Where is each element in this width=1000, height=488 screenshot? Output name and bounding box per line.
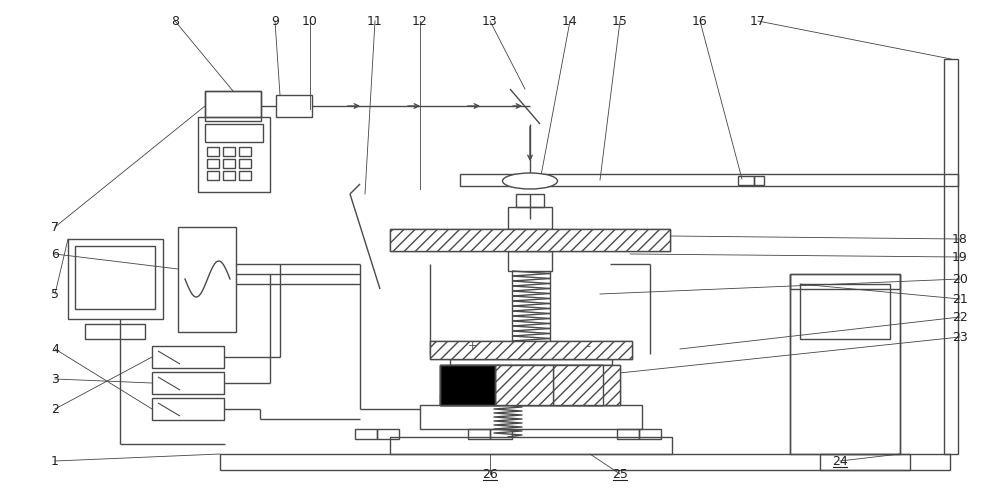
Text: 15: 15 bbox=[612, 16, 628, 28]
Bar bbox=[508, 207, 552, 229]
Text: 7: 7 bbox=[51, 221, 59, 234]
Bar bbox=[738, 177, 754, 185]
Bar bbox=[440, 365, 620, 405]
Bar bbox=[944, 60, 958, 454]
Bar bbox=[223, 172, 235, 181]
Bar bbox=[239, 160, 251, 169]
Text: 9: 9 bbox=[271, 16, 279, 28]
Bar bbox=[355, 429, 377, 439]
Bar bbox=[205, 125, 263, 142]
Bar bbox=[490, 429, 512, 439]
Bar bbox=[276, 96, 312, 118]
Text: 6: 6 bbox=[51, 248, 59, 261]
Text: 10: 10 bbox=[302, 16, 318, 28]
Bar bbox=[220, 454, 950, 470]
Bar bbox=[239, 148, 251, 157]
Bar bbox=[85, 325, 145, 339]
Bar bbox=[75, 246, 155, 309]
Text: 24: 24 bbox=[832, 454, 848, 468]
Bar bbox=[68, 240, 163, 319]
Text: 19: 19 bbox=[952, 251, 968, 264]
Bar bbox=[617, 429, 639, 439]
Text: 3: 3 bbox=[51, 373, 59, 386]
Text: 2: 2 bbox=[51, 403, 59, 416]
Bar bbox=[152, 372, 224, 394]
Bar bbox=[553, 365, 603, 405]
Bar bbox=[440, 365, 495, 405]
Bar bbox=[800, 285, 890, 339]
Text: 20: 20 bbox=[952, 273, 968, 286]
Bar bbox=[790, 274, 900, 454]
Bar bbox=[390, 229, 670, 251]
Bar bbox=[377, 429, 399, 439]
Bar bbox=[205, 92, 261, 122]
Bar bbox=[223, 160, 235, 169]
Bar bbox=[450, 359, 612, 365]
Ellipse shape bbox=[503, 174, 558, 190]
Text: 5: 5 bbox=[51, 288, 59, 301]
Bar bbox=[508, 251, 552, 271]
Text: 21: 21 bbox=[952, 293, 968, 306]
Bar bbox=[440, 365, 620, 405]
Text: 26: 26 bbox=[482, 468, 498, 481]
Text: 12: 12 bbox=[412, 16, 428, 28]
Text: 13: 13 bbox=[482, 16, 498, 28]
Bar bbox=[205, 92, 261, 118]
Text: 23: 23 bbox=[952, 331, 968, 344]
Bar bbox=[239, 172, 251, 181]
Bar bbox=[790, 274, 900, 289]
Bar bbox=[553, 365, 603, 405]
Text: 11: 11 bbox=[367, 16, 383, 28]
Bar bbox=[820, 454, 910, 470]
Bar bbox=[430, 341, 632, 359]
Bar bbox=[207, 148, 219, 157]
Text: 17: 17 bbox=[750, 16, 766, 28]
Bar bbox=[460, 175, 958, 186]
Text: -: - bbox=[586, 340, 590, 350]
Bar bbox=[420, 405, 642, 429]
Text: +: + bbox=[467, 340, 477, 350]
Bar bbox=[440, 365, 495, 405]
Text: 8: 8 bbox=[171, 16, 179, 28]
Bar bbox=[390, 229, 670, 251]
Bar bbox=[207, 172, 219, 181]
Text: 25: 25 bbox=[612, 468, 628, 481]
Text: 4: 4 bbox=[51, 343, 59, 356]
Bar bbox=[430, 341, 632, 359]
Bar bbox=[152, 398, 224, 420]
Text: 14: 14 bbox=[562, 16, 578, 28]
Bar bbox=[223, 148, 235, 157]
Text: 18: 18 bbox=[952, 233, 968, 246]
Text: 1: 1 bbox=[51, 454, 59, 468]
Bar bbox=[556, 393, 616, 405]
Bar bbox=[468, 429, 490, 439]
Bar bbox=[754, 177, 764, 185]
Text: 16: 16 bbox=[692, 16, 708, 28]
Bar bbox=[440, 393, 500, 405]
Text: 22: 22 bbox=[952, 311, 968, 324]
Bar bbox=[207, 160, 219, 169]
Bar bbox=[639, 429, 661, 439]
Bar bbox=[178, 227, 236, 332]
Bar bbox=[152, 346, 224, 368]
Bar bbox=[516, 195, 544, 207]
Bar bbox=[198, 118, 270, 193]
Bar bbox=[495, 365, 553, 405]
Bar bbox=[495, 365, 553, 405]
Bar bbox=[390, 437, 672, 454]
